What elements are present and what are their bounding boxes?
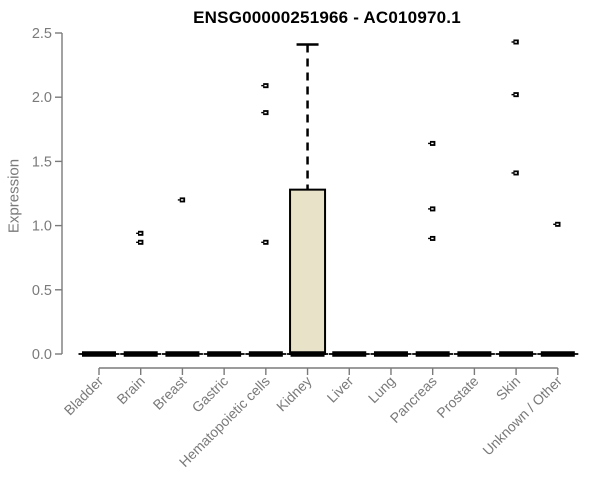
outlier-point-center [431,237,434,240]
median-bar [332,351,367,357]
median-bar [373,351,408,357]
outlier-point-center [514,41,517,43]
boxplot-lung [370,351,412,357]
median-bar [248,351,283,357]
boxplot-brain [120,230,162,357]
x-axis-tick-label-unknown-other: Unknown / Other [479,373,565,459]
x-axis-tick-label-breast: Breast [150,373,190,413]
outlier-point-center [431,142,434,145]
box-rect [289,188,327,355]
x-axis-tick-label-prostate: Prostate [433,373,481,421]
y-axis-tick-label: 1.5 [32,154,52,170]
boxplot-bladder [78,351,120,357]
outlier-point-center [514,172,517,174]
boxplot-unknown-other [537,221,579,357]
median-bar [415,351,450,357]
x-axis-tick-label-lung: Lung [365,373,398,406]
median-bar [499,351,534,357]
outlier-point-center [139,232,142,235]
y-axis-tick-label: 0.5 [32,283,52,299]
x-axis-tick-label-brain: Brain [113,373,147,407]
x-axis-tick-label-liver: Liver [324,373,357,406]
outlier-point-nub [511,93,514,96]
boxplot-hematopoietic-cells [245,83,287,357]
y-axis-tick-label: 2.0 [32,90,52,106]
outlier-point-center [514,93,517,96]
outlier-point-center [139,241,142,243]
outlier-point-center [431,208,434,210]
boxplot-kidney [287,43,329,357]
x-axis-tick-label-skin: Skin [493,373,524,404]
outlier-point-nub [553,223,556,226]
outlier-point-nub [136,232,139,235]
x-axis-tick-label-bladder: Bladder [61,373,107,419]
outlier-point-center [556,223,559,226]
median-bar [123,351,158,357]
median-bar [540,351,575,357]
outlier-point-nub [428,142,431,145]
median-bar [82,351,116,357]
chart-title: ENSG00000251966 - AC010970.1 [193,8,461,27]
outlier-point-nub [511,172,514,174]
outlier-point-nub [428,208,431,210]
outlier-point-center [264,111,267,114]
y-axis-tick-label: 1.0 [32,219,52,235]
y-axis-tick-label: 2.5 [32,26,52,42]
outlier-point-nub [261,241,264,243]
outlier-point-nub [261,111,264,114]
boxplot-liver [328,351,370,357]
outlier-point-nub [261,84,264,87]
boxplot-skin [495,39,537,357]
outlier-point-nub [428,237,431,240]
outlier-point-center [264,241,267,243]
outlier-point-nub [136,241,139,243]
boxplot-pancreas [412,140,454,357]
median-bar [165,351,200,357]
outlier-point-nub [511,41,514,43]
outlier-point-nub [177,199,180,201]
median-bar [207,351,242,357]
boxplot-breast [161,197,203,357]
median-bar [457,351,492,357]
median-bar [290,351,325,357]
outlier-point-center [180,199,184,201]
y-axis-tick-label: 0.0 [32,347,52,363]
outlier-point-center [264,84,267,87]
boxplot-gastric [203,351,245,357]
boxplot-prostate [453,351,495,357]
x-axis-tick-label-kidney: Kidney [273,373,315,415]
